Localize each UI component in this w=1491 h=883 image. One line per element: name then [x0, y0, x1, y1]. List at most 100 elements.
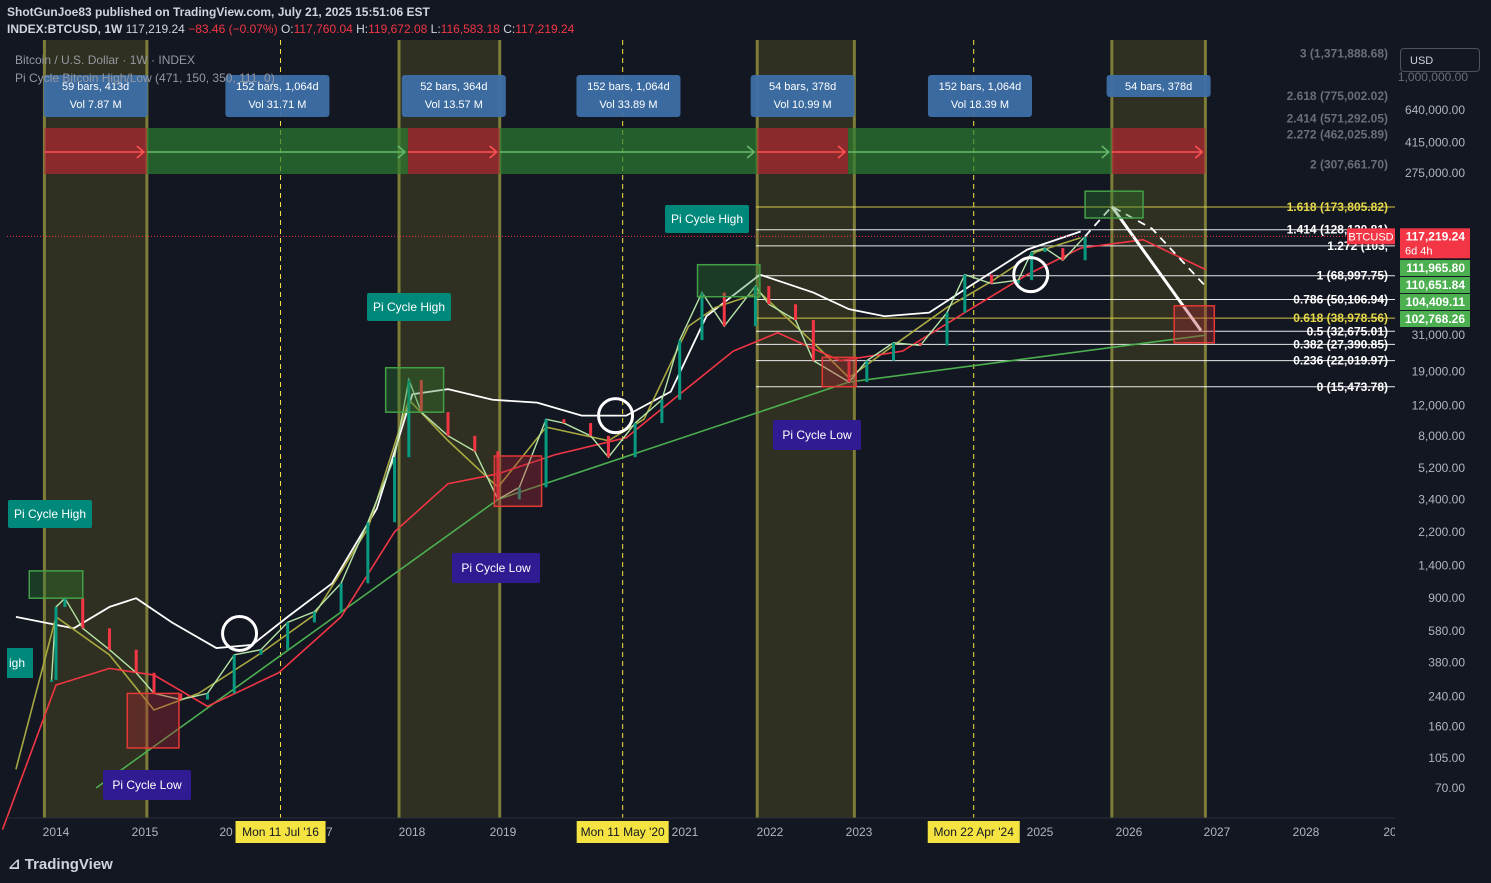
pi-cycle-low-label-1: Pi Cycle Low [461, 561, 531, 575]
date-marker-bg-1 [576, 821, 669, 843]
range-label-box-5 [927, 75, 1032, 117]
y-tick-11: 8,000.00 [1418, 429, 1465, 443]
range-label-box-2 [401, 75, 506, 117]
price-candle [286, 622, 290, 650]
date-marker-2: Mon 22 Apr '24 [934, 825, 1015, 839]
price-candle [918, 342, 922, 346]
price-candle [633, 423, 637, 458]
price-change: −83.46 (−0.07%) [188, 22, 278, 36]
last-price: 117,219.24 [125, 22, 185, 36]
y-tick-3: 240.00 [1428, 689, 1465, 703]
range-arrowhead-5 [1101, 145, 1110, 159]
price-candle [562, 419, 566, 424]
currency-button[interactable]: USD [1400, 48, 1480, 72]
range-box-6 [1111, 128, 1206, 174]
price-candle [339, 583, 343, 612]
y-tick-9: 3,400.00 [1418, 492, 1465, 506]
x-tick-1: 2015 [132, 825, 159, 839]
tradingview-logo-text: TradingView [24, 856, 113, 873]
pi-cycle-high-label-0: Pi Cycle High [14, 507, 86, 521]
price-candle [678, 340, 682, 400]
range-label-box-6 [1106, 75, 1211, 97]
fib-label-5: 0.786 (50,106.94) [1293, 292, 1388, 306]
price-candle [1083, 236, 1087, 261]
pi-cycle-high-bg-0 [8, 500, 92, 528]
ohlc-line: INDEX:BTCUSD, 1W 117,219.24 −83.46 (−0.0… [7, 22, 574, 36]
fib-label-14: 3 (1,371,888.68) [1300, 47, 1388, 61]
range-label-bars-5: 152 bars, 1,064d [939, 81, 1022, 93]
price-chart[interactable]: 59 bars, 413d Vol 7.87 M 152 bars, 1,064d V… [0, 0, 1491, 848]
date-marker-bg-0 [235, 821, 326, 843]
close-label: C: [503, 22, 516, 36]
high-label: H: [356, 22, 369, 36]
y-tick-0: 70.00 [1435, 781, 1465, 795]
x-tick-12: 2028 [1293, 825, 1320, 839]
price-candle [205, 693, 209, 700]
range-arrowhead-3 [746, 145, 756, 159]
y-tick-2: 160.00 [1428, 720, 1465, 734]
btcusd-tag: BTCUSD [1348, 231, 1393, 243]
range-label-box-1 [225, 75, 330, 117]
fib-label-2: 0.382 (27,390.85) [1293, 337, 1388, 351]
tradingview-logo: ⊿ TradingView [8, 855, 113, 873]
edge-label: igh [9, 656, 25, 670]
price-candle [232, 654, 236, 694]
date-marker-bg-2 [927, 821, 1020, 843]
breakout-circle-0 [221, 614, 259, 652]
price-candle [366, 522, 370, 584]
range-label-bars-2: 52 bars, 364d [420, 81, 487, 93]
open-label: O: [280, 22, 294, 36]
range-arrowhead-4 [837, 145, 847, 159]
publisher-text: ShotGunJoe83 published on TradingView.co… [7, 5, 430, 19]
fib-label-13: 2.618 (775,002.02) [1287, 89, 1388, 103]
price-candle [589, 423, 593, 436]
price-candle [1016, 280, 1020, 284]
x-tick-13: 20 [1383, 825, 1397, 839]
price-candle [179, 693, 183, 700]
y-tick-18: 1,000,000.00 [1398, 70, 1468, 84]
price-candle [700, 292, 704, 341]
axis-corner [1395, 818, 1491, 848]
pi-cycle-box-4 [126, 692, 180, 749]
range-arrowhead-1 [397, 145, 407, 159]
range-box-0 [44, 128, 147, 174]
price-candle [990, 274, 994, 284]
range-label-box-3 [576, 75, 681, 117]
fib-label-11: 2.272 (462,025.89) [1287, 127, 1388, 141]
range-box-4 [757, 128, 849, 174]
y-tick-7: 1,400.00 [1418, 558, 1465, 572]
breakout-circle-2 [1012, 256, 1050, 294]
ma-price-tag-bg-0 [1400, 260, 1470, 276]
price-candle [1043, 248, 1047, 252]
series-legend-title[interactable]: Bitcoin / U.S. Dollar · 1W · INDEX [15, 53, 196, 67]
ma-red [1, 238, 1206, 830]
ma-price-tag-bg-1 [1400, 277, 1470, 293]
range-box-3 [499, 128, 758, 174]
range-arrowhead-2 [489, 145, 498, 159]
ma-price-tag-2: 104,409.11 [1406, 295, 1466, 309]
price-candle [811, 320, 815, 361]
price-candle [722, 292, 726, 327]
range-arrowhead-6 [1194, 145, 1204, 159]
price-candle [1030, 251, 1034, 281]
price-candle [945, 312, 949, 346]
btcusd-tag-bg [1347, 228, 1395, 245]
price-candle [81, 598, 85, 629]
indicator-legend[interactable]: Pi Cycle Bitcoin High/Low (471, 150, 350… [15, 71, 275, 85]
open-value: 117,760.04 [293, 22, 353, 36]
price-candle [753, 286, 757, 327]
y-tick-8: 2,200.00 [1418, 525, 1465, 539]
price-candle [473, 435, 477, 452]
y-tick-5: 580.00 [1428, 624, 1465, 638]
range-box-1 [146, 128, 408, 174]
pi-cycle-low-bg-0 [103, 770, 191, 800]
y-tick-15: 275,000.00 [1405, 166, 1465, 180]
price-candle [794, 304, 798, 321]
price-candle [259, 649, 263, 655]
price-candle [544, 419, 548, 488]
price-candle [54, 606, 58, 680]
countdown-tag: 6d 4h [1405, 245, 1433, 257]
breakout-circle-1 [597, 397, 635, 435]
ma-price-tag-bg-3 [1400, 311, 1470, 327]
low-value: 116,583.18 [440, 22, 500, 36]
